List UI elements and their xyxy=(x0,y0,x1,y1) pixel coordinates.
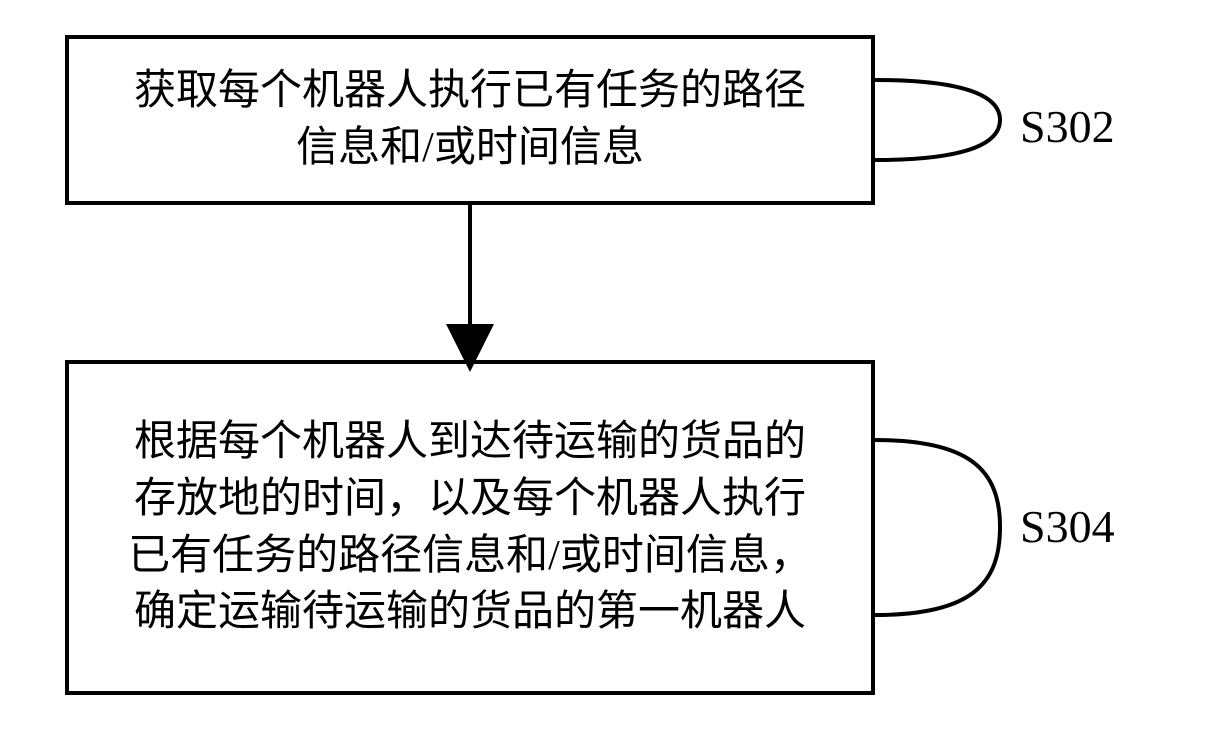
flowchart-step-1: 获取每个机器人执行已有任务的路径 信息和/或时间信息 xyxy=(65,35,875,205)
flowchart-step-1-text: 获取每个机器人执行已有任务的路径 信息和/或时间信息 xyxy=(134,63,806,176)
step-label-s302: S302 xyxy=(1020,100,1115,153)
flowchart-step-2-text: 根据每个机器人到达待运输的货品的 存放地的时间，以及每个机器人执行 已有任务的路… xyxy=(128,414,812,641)
flowchart-canvas: { "background_color": "#ffffff", "defaul… xyxy=(0,0,1222,751)
connector-conn-s302 xyxy=(875,80,1000,160)
connector-conn-s304 xyxy=(875,440,1000,615)
flowchart-step-2: 根据每个机器人到达待运输的货品的 存放地的时间，以及每个机器人执行 已有任务的路… xyxy=(65,360,875,695)
step-label-s304: S304 xyxy=(1020,500,1115,553)
connectors-group xyxy=(875,80,1000,615)
